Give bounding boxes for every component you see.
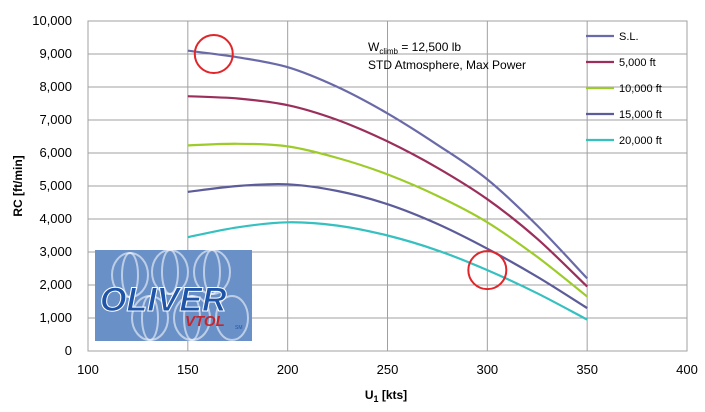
highlight-circle [467, 250, 508, 291]
logo-text-sub: VTOL [185, 313, 225, 330]
x-axis-label-unit: [kts] [379, 388, 408, 402]
legend-label: 5,000 ft [619, 57, 656, 69]
series-line-2 [187, 142, 588, 298]
legend-label: S.L. [619, 31, 639, 43]
y-axis-label: RC [ft/min] [11, 155, 25, 216]
x-tick-label: 150 [177, 362, 199, 377]
logo-pattern [111, 249, 249, 341]
annotation-conditions: STD Atmosphere, Max Power [368, 58, 526, 72]
y-tick-label: 10,000 [32, 13, 72, 28]
x-axis-label: U1 [kts] [365, 388, 407, 404]
highlight-circles [193, 34, 508, 291]
series-line-0 [187, 49, 588, 280]
y-tick-label: 1,000 [39, 310, 72, 325]
logo-text-main: OLIVER [100, 281, 227, 319]
y-tick-label: 6,000 [39, 145, 72, 160]
x-axis-label-sub: 1 [373, 394, 378, 404]
y-tick-label: 5,000 [39, 178, 72, 193]
annotation-weight-sub: climb [379, 47, 398, 56]
series-line-3 [187, 182, 588, 310]
logo-background [95, 250, 252, 341]
y-tick-label: 3,000 [39, 244, 72, 259]
legend-label: 20,000 ft [619, 135, 662, 147]
x-tick-label: 350 [576, 362, 598, 377]
x-tick-label: 250 [377, 362, 399, 377]
legend: S.L. 5,000 ft 10,000 ft 15,000 ft 20,000 ft [586, 31, 662, 147]
y-tick-label: 9,000 [39, 46, 72, 61]
legend-label: 15,000 ft [619, 109, 662, 121]
oliver-vtol-logo: OLIVER VTOL SM [95, 249, 252, 341]
annotation-weight-prefix: W [368, 40, 380, 54]
logo-text-sm: SM [235, 325, 243, 331]
y-tick-label: 0 [65, 343, 72, 358]
legend-label: 10,000 ft [619, 83, 662, 95]
annotation-weight-value: = 12,500 lb [398, 40, 461, 54]
annotation-weight: Wclimb = 12,500 lb [368, 40, 461, 56]
x-tick-label: 300 [476, 362, 498, 377]
highlight-circle [193, 34, 234, 74]
series-line-1 [187, 95, 588, 288]
y-tick-label: 4,000 [39, 211, 72, 226]
y-tick-label: 7,000 [39, 112, 72, 127]
x-axis-label-main: U [365, 388, 374, 402]
series-line-4 [187, 221, 588, 321]
y-tick-label: 2,000 [39, 277, 72, 292]
x-tick-label: 400 [676, 362, 698, 377]
x-tick-label: 100 [77, 362, 99, 377]
y-tick-label: 8,000 [39, 79, 72, 94]
x-tick-label: 200 [277, 362, 299, 377]
